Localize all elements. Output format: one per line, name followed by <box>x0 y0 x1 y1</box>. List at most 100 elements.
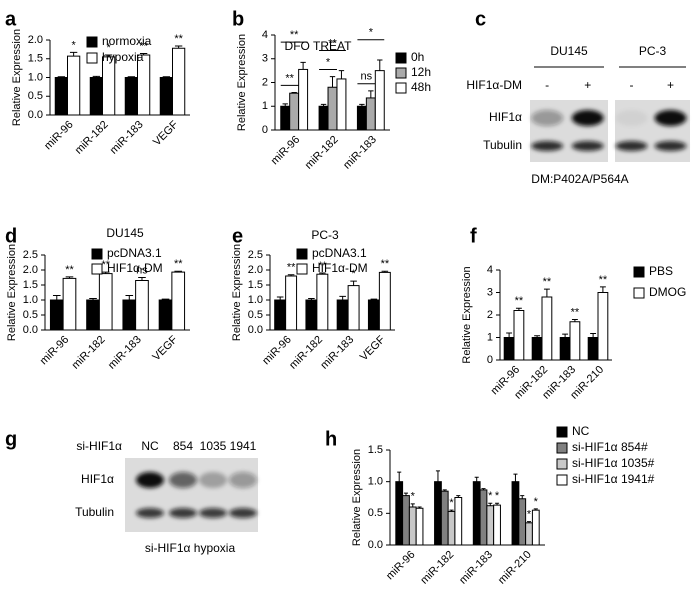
panel-letter: a <box>5 8 17 30</box>
blot-band <box>169 508 197 518</box>
error-bar <box>435 470 440 482</box>
y-axis-label: Relative Expression <box>6 244 18 341</box>
bar <box>531 337 543 361</box>
legend-swatch <box>633 287 645 299</box>
blot-band <box>229 508 257 518</box>
bar <box>511 481 520 546</box>
significance-label: ** <box>543 276 552 288</box>
significance-label: * <box>326 56 331 68</box>
error-bar <box>329 76 336 88</box>
significance-label: * <box>449 497 454 509</box>
bar <box>122 299 137 331</box>
bar <box>479 489 488 546</box>
significance-label: ** <box>174 258 183 270</box>
blot-band <box>571 141 604 151</box>
error-bar <box>339 295 346 300</box>
x-tick-label: VEGF <box>150 333 180 363</box>
row-label: Tubulin <box>483 138 522 152</box>
x-tick-label: VEGF <box>151 118 181 148</box>
bar <box>67 55 81 116</box>
significance-label: ** <box>571 306 580 318</box>
y-tick-label: 0.0 <box>28 109 43 121</box>
significance-label: ns <box>136 264 148 276</box>
bar <box>408 506 417 546</box>
bar <box>367 299 380 331</box>
group-label: PC-3 <box>639 44 667 58</box>
legend-swatch <box>86 52 98 64</box>
x-tick-label: miR-183 <box>457 549 495 587</box>
blot-image <box>615 100 690 162</box>
bar <box>447 510 456 546</box>
y-tick-label: 0.0 <box>23 324 38 336</box>
bar <box>434 481 442 546</box>
legend-label: HIF1α-DM <box>312 261 368 275</box>
x-tick-label: miR-183 <box>341 134 379 172</box>
y-tick-label: 3 <box>487 286 493 298</box>
y-tick-label: 0.0 <box>368 539 383 551</box>
legend-swatch <box>633 266 645 278</box>
blot-band <box>199 472 227 488</box>
y-tick-label: 0.5 <box>23 309 38 321</box>
blot-band <box>571 110 604 126</box>
y-axis-label: Relative Expression <box>236 34 248 131</box>
x-tick-label: miR-183 <box>108 119 146 157</box>
blot-band <box>229 472 257 488</box>
bar <box>54 77 68 116</box>
y-tick-label: 2.0 <box>28 34 43 46</box>
x-tick-label: miR-183 <box>106 334 144 372</box>
legend-label: PBS <box>649 264 673 278</box>
significance-label: * <box>488 490 493 502</box>
error-bar <box>338 70 345 79</box>
legend-label: HIF1α-DM <box>107 261 163 275</box>
significance-label: ** <box>65 264 74 276</box>
bar <box>318 105 329 131</box>
panel-letter: c <box>475 8 486 30</box>
legend-swatch <box>296 263 308 275</box>
legend-swatch <box>395 52 407 64</box>
y-tick-label: 0 <box>262 124 268 136</box>
y-tick-label: 1.0 <box>23 294 38 306</box>
bar <box>298 68 309 131</box>
y-tick-label: 4 <box>262 29 268 41</box>
y-tick-label: 1.5 <box>368 444 383 456</box>
bar <box>454 497 463 546</box>
bar <box>486 505 495 546</box>
y-axis-label: Relative Expression <box>11 29 23 126</box>
blot-caption: si-HIF1α hypoxia <box>145 541 236 555</box>
lane-label: 1035 <box>200 439 227 453</box>
legend-swatch <box>91 263 103 275</box>
significance-label: ns <box>361 71 373 83</box>
legend-label: 48h <box>411 80 431 94</box>
blot-image <box>125 458 258 532</box>
error-bar <box>410 503 415 507</box>
y-tick-label: 1.0 <box>248 294 263 306</box>
legend-label: normoxia <box>102 34 152 48</box>
chart-title: DFO TREAT <box>285 39 353 53</box>
blot-band <box>654 110 687 126</box>
y-tick-label: 1.5 <box>28 53 43 65</box>
legend-label: pcDNA3.1 <box>107 246 162 260</box>
bar <box>135 280 149 331</box>
x-tick-label: miR-96 <box>384 549 418 583</box>
significance-label: ** <box>381 258 390 270</box>
bar <box>62 277 77 331</box>
significance-label: ** <box>328 37 337 49</box>
bar <box>102 56 116 116</box>
y-axis-label: Relative Expression <box>461 266 473 363</box>
bar <box>531 509 540 546</box>
bar <box>365 97 376 131</box>
bar <box>274 299 287 331</box>
y-tick-label: 2 <box>262 76 268 88</box>
legend-swatch <box>395 67 407 79</box>
bar <box>305 299 318 331</box>
y-tick-label: 0.5 <box>368 507 383 519</box>
lane-label: + <box>584 78 591 92</box>
y-tick-label: 0 <box>487 354 493 366</box>
error-bar <box>474 476 479 482</box>
bar <box>402 495 410 546</box>
legend-swatch <box>86 36 98 48</box>
legend-label: DMOG <box>649 285 686 299</box>
row-label: Tubulin <box>75 505 114 519</box>
blot-band <box>615 141 648 151</box>
error-bar <box>350 280 357 286</box>
